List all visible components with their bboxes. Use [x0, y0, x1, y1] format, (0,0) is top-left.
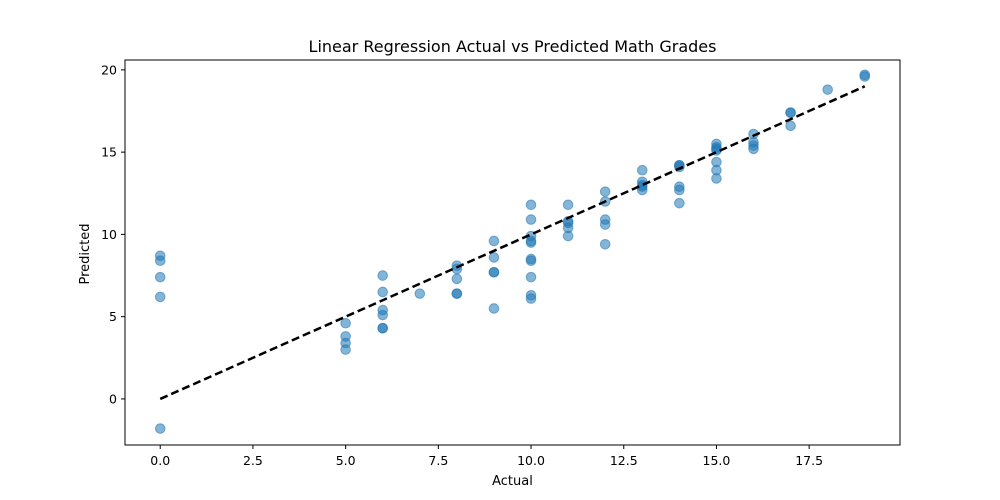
x-tick-label: 2.5 [243, 453, 263, 468]
data-point [451, 273, 463, 285]
data-point [488, 303, 500, 314]
y-tick-label: 5 [109, 309, 117, 324]
data-point [451, 288, 463, 299]
data-point [154, 255, 166, 267]
data-point [562, 230, 574, 242]
perfect-prediction-line [159, 85, 866, 401]
data-point [154, 291, 166, 303]
x-tick-label: 5.0 [336, 453, 356, 468]
data-point [711, 173, 722, 184]
data-point [525, 255, 537, 267]
reference-line-layer [159, 85, 866, 401]
y-tick-label: 10 [101, 227, 117, 242]
data-point [822, 84, 833, 95]
x-tick-label: 15.0 [703, 453, 731, 468]
x-tick-label: 12.5 [610, 453, 638, 468]
data-point [377, 286, 389, 298]
data-point [525, 293, 537, 304]
x-axis-label: Actual [492, 474, 533, 489]
data-point [636, 164, 648, 176]
data-point [488, 235, 500, 247]
data-point [674, 197, 685, 209]
chart-title: Linear Regression Actual vs Predicted Ma… [309, 37, 717, 56]
x-tick-label: 7.5 [428, 453, 448, 468]
data-point [525, 237, 537, 248]
data-point [562, 199, 574, 211]
y-axis-ticks: 0 5 10 15 20 [101, 62, 125, 406]
data-point [377, 309, 389, 321]
y-tick-label: 20 [101, 62, 117, 77]
data-point [599, 238, 611, 250]
data-point [599, 219, 611, 230]
plot-area-frame [124, 59, 901, 446]
data-point [599, 186, 611, 197]
data-point [488, 266, 500, 278]
data-point [377, 322, 389, 334]
data-point [525, 271, 537, 283]
data-point [154, 423, 166, 434]
data-point [636, 184, 648, 196]
y-tick-label: 15 [101, 145, 117, 160]
data-point [154, 271, 166, 283]
data-point [748, 143, 759, 155]
data-points [154, 69, 871, 434]
data-point [340, 317, 351, 329]
x-tick-label: 0.0 [150, 453, 170, 468]
y-axis-label: Predicted [78, 223, 93, 284]
x-axis-ticks: 0.0 2.5 5.0 7.5 10.0 12.5 15.0 17.5 [150, 445, 823, 468]
y-tick-label: 0 [109, 391, 117, 406]
data-point [525, 214, 537, 225]
data-point [377, 270, 389, 281]
data-point [785, 120, 796, 132]
data-point [340, 344, 351, 355]
data-point [525, 199, 537, 211]
x-tick-label: 10.0 [517, 453, 545, 468]
data-point [414, 288, 426, 299]
x-tick-label: 17.5 [795, 453, 823, 468]
data-point [674, 184, 685, 196]
data-point [488, 252, 500, 263]
data-point [859, 71, 871, 82]
data-point [785, 107, 796, 118]
